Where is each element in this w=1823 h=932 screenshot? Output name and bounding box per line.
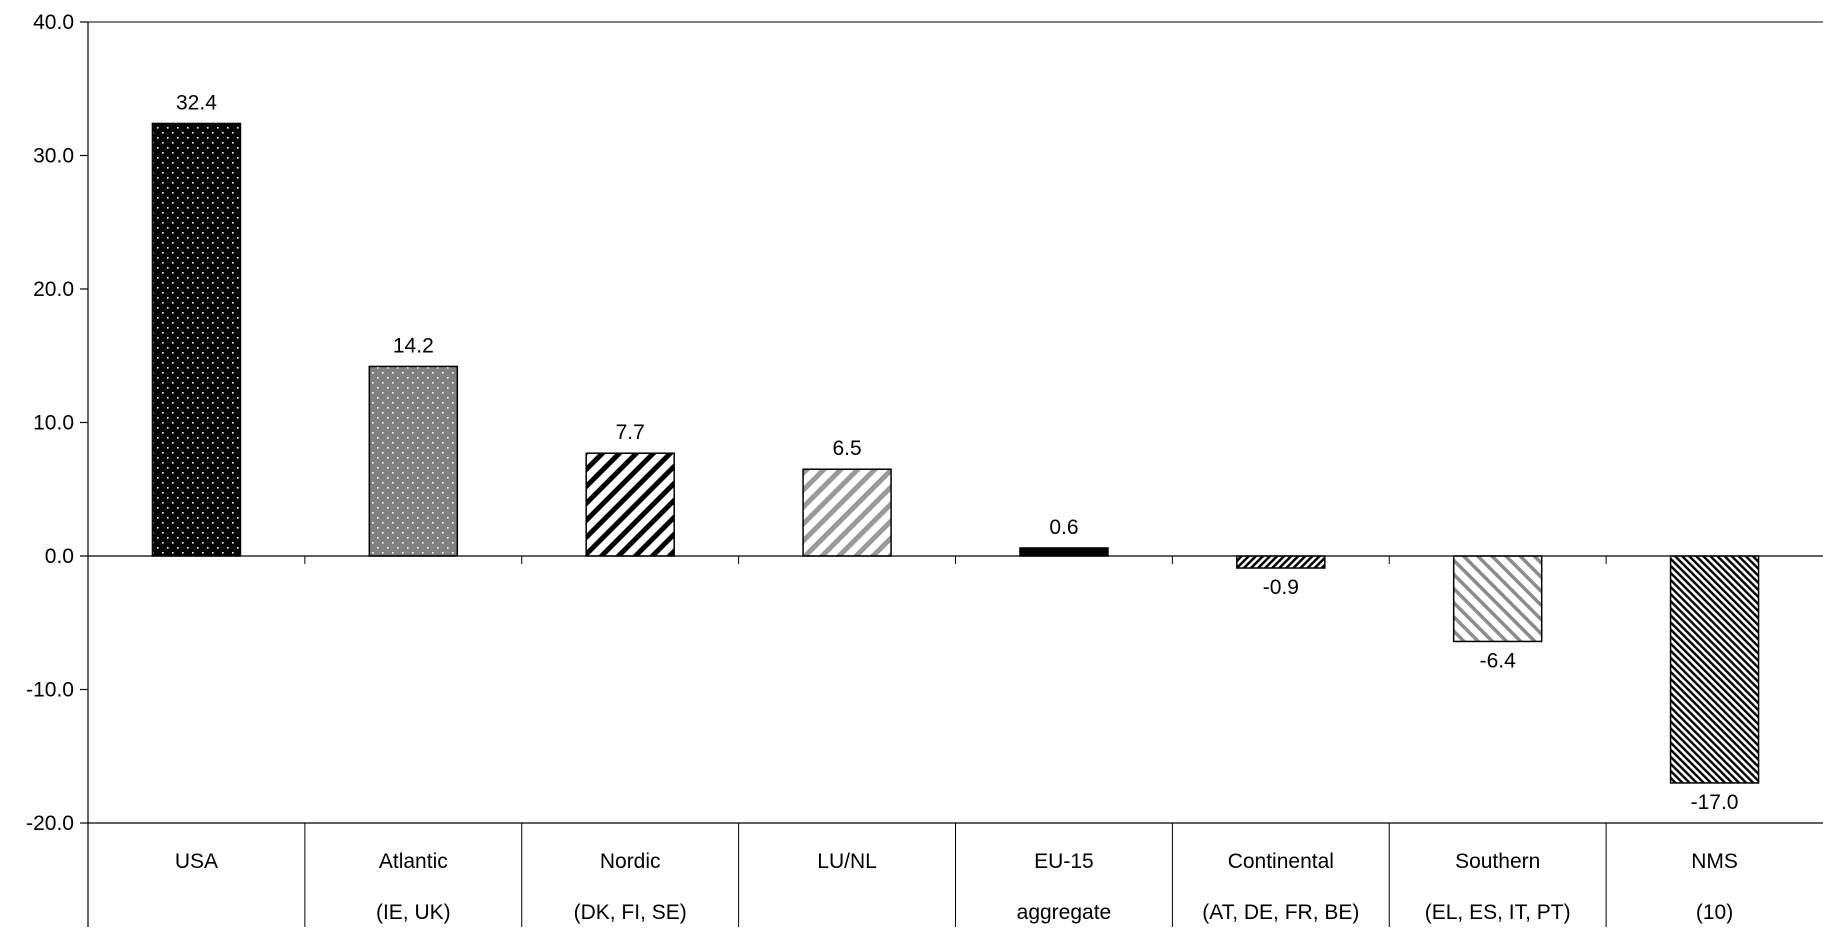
y-tick-label: 20.0 — [33, 278, 74, 301]
bar — [1236, 555, 1326, 569]
x-category-label: Nordic — [600, 850, 661, 873]
x-category-label: NMS — [1691, 850, 1738, 873]
x-category-label: USA — [175, 850, 218, 873]
x-category-label: EU-15 — [1034, 850, 1094, 873]
x-category-sublabel: (AT, DE, FR, BE) — [1202, 901, 1359, 924]
y-axis: 40.0 30.0 20.0 10.0 0.0 -10.0 -20.0 — [26, 11, 1823, 927]
y-tick-label: 30.0 — [33, 145, 74, 168]
x-category-sublabel: (IE, UK) — [376, 901, 451, 924]
x-category-sublabel: (DK, FI, SE) — [574, 901, 687, 924]
data-label: 14.2 — [393, 334, 434, 357]
data-label: -0.9 — [1263, 576, 1299, 599]
bar — [1019, 547, 1109, 557]
data-label: 32.4 — [176, 91, 217, 114]
x-category-label: LU/NL — [817, 850, 877, 873]
y-tick-label: -10.0 — [26, 679, 74, 702]
x-category-label: Continental — [1228, 850, 1334, 873]
x-category-sublabel: (EL, ES, IT, PT) — [1425, 901, 1571, 924]
x-axis: USA Atlantic (IE, UK) Nordic (DK, FI, SE) LU/… — [88, 822, 1823, 927]
y-tick-label: 40.0 — [33, 11, 74, 34]
data-label: 6.5 — [832, 437, 861, 460]
data-label: -17.0 — [1691, 791, 1739, 814]
bar — [585, 452, 675, 557]
data-label: -6.4 — [1480, 649, 1517, 672]
bar — [1669, 555, 1760, 784]
bars-group: 32.4 14.2 7.7 6.5 0.6 -0.9 -6.4 -17.0 — [151, 91, 1760, 814]
data-label: 0.6 — [1049, 516, 1078, 539]
y-tick-label: 10.0 — [33, 412, 74, 435]
data-label: 7.7 — [616, 421, 645, 444]
x-category-label: Southern — [1455, 850, 1540, 873]
bar — [802, 468, 892, 557]
bar — [368, 365, 459, 557]
x-category-label: Atlantic — [379, 850, 448, 873]
bar — [1452, 555, 1543, 643]
x-category-sublabel: (10) — [1696, 901, 1733, 924]
bar — [151, 122, 242, 557]
x-category-sublabel: aggregate — [1017, 901, 1112, 924]
zero-baseline — [88, 555, 1823, 564]
y-tick-label: 0.0 — [45, 545, 74, 568]
y-tick-label: -20.0 — [26, 812, 74, 835]
